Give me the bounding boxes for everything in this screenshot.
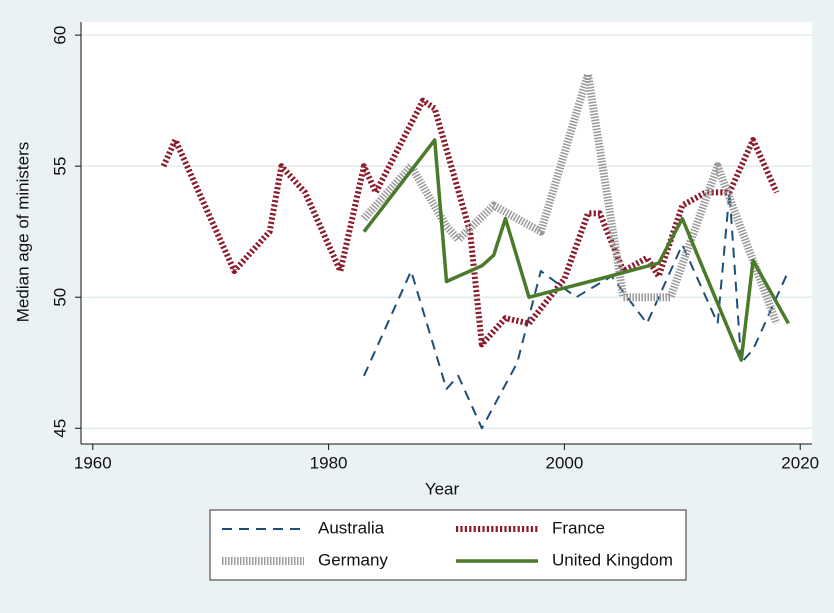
legend-label: Australia xyxy=(318,518,385,537)
legend-label: United Kingdom xyxy=(552,550,673,569)
series-line xyxy=(363,191,790,430)
x-tick-label: 2020 xyxy=(781,453,819,472)
legend-label: Germany xyxy=(318,550,388,569)
legend-box xyxy=(209,509,687,581)
x-tick-label: 1980 xyxy=(310,453,348,472)
y-axis-label: Median age of ministers xyxy=(13,142,32,322)
y-tick-label: 60 xyxy=(50,26,69,45)
series-line xyxy=(160,97,780,348)
x-tick-label: 2000 xyxy=(545,453,583,472)
plot-area xyxy=(81,22,812,444)
y-tick-label: 55 xyxy=(50,157,69,176)
series-line xyxy=(360,70,781,325)
legend-label: France xyxy=(552,518,605,537)
y-tick-label: 50 xyxy=(50,288,69,307)
y-tick-label: 45 xyxy=(50,419,69,438)
x-tick-label: 1960 xyxy=(74,453,112,472)
x-axis-label: Year xyxy=(425,479,460,498)
series-line xyxy=(362,138,790,362)
